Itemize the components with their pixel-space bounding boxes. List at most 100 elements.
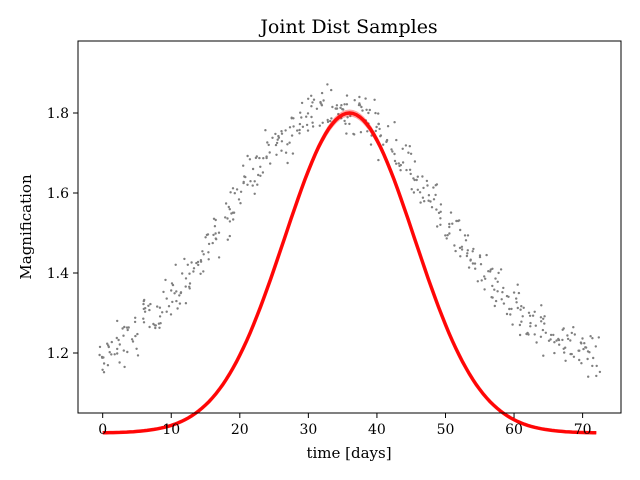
- scatter-point: [290, 134, 294, 137]
- scatter-point: [432, 186, 435, 189]
- scatter-point: [466, 249, 469, 252]
- scatter-point: [598, 370, 602, 374]
- scatter-point: [162, 290, 165, 294]
- scatter-point: [379, 135, 382, 138]
- scatter-point: [265, 156, 268, 160]
- scatter-point: [358, 103, 362, 107]
- scatter-point: [446, 234, 449, 237]
- scatter-point: [147, 304, 150, 307]
- x-tick-label: 40: [368, 422, 386, 438]
- scatter-point: [207, 251, 210, 254]
- scatter-point: [296, 129, 299, 132]
- scatter-point: [188, 282, 192, 285]
- scatter-point: [249, 180, 252, 183]
- scatter-point: [165, 297, 168, 300]
- scatter-point: [592, 356, 595, 360]
- scatter-point: [299, 111, 302, 114]
- scatter-point: [586, 357, 589, 361]
- scatter-point: [217, 231, 221, 234]
- scatter-point: [326, 83, 329, 86]
- scatter-point: [552, 333, 555, 337]
- scatter-point: [564, 359, 567, 362]
- scatter-point: [224, 216, 227, 219]
- scatter-point: [257, 173, 260, 177]
- scatter-point: [307, 97, 310, 101]
- scatter-point: [364, 97, 367, 100]
- scatter-point: [321, 121, 324, 125]
- scatter-point: [121, 327, 124, 330]
- scatter-point: [412, 191, 416, 194]
- scatter-point: [100, 355, 104, 359]
- scatter-point: [306, 129, 310, 132]
- scatter-point: [190, 261, 193, 264]
- scatter-point: [184, 302, 188, 305]
- scatter-point: [310, 105, 313, 108]
- scatter-point: [130, 338, 134, 341]
- scatter-point: [239, 202, 242, 205]
- scatter-point: [106, 342, 109, 345]
- scatter-point: [173, 292, 176, 295]
- scatter-point: [275, 153, 278, 156]
- scatter-point: [448, 222, 451, 226]
- scatter-point: [269, 162, 272, 165]
- scatter-point: [322, 99, 325, 102]
- scatter-point: [408, 145, 411, 148]
- scatter-point: [561, 338, 564, 342]
- scatter-point: [142, 307, 145, 311]
- scatter-point: [330, 88, 333, 92]
- scatter-point: [167, 305, 171, 308]
- scatter-point: [508, 307, 511, 311]
- scatter-point: [229, 191, 232, 194]
- x-axis: 0 10 20 30 40 50 60 70: [98, 413, 592, 438]
- scatter-point: [439, 210, 442, 213]
- scatter-point: [566, 334, 569, 337]
- scatter-point: [496, 290, 499, 293]
- scatter-point: [491, 267, 494, 270]
- scatter-point: [581, 337, 584, 340]
- scatter-point: [395, 162, 398, 165]
- scatter-point: [410, 188, 413, 191]
- scatter-point: [337, 112, 340, 116]
- scatter-point: [518, 333, 522, 337]
- scatter-point: [493, 288, 496, 291]
- scatter-point: [156, 305, 159, 308]
- scatter-point: [171, 283, 175, 287]
- scatter-point: [116, 347, 119, 351]
- scatter-point: [127, 326, 130, 329]
- scatter-point: [566, 337, 570, 341]
- scatter-point: [569, 352, 572, 356]
- scatter-point: [277, 136, 281, 139]
- scatter-point: [298, 128, 301, 132]
- scatter-point: [385, 138, 389, 142]
- scatter-point: [455, 219, 458, 223]
- scatter-point: [192, 267, 196, 270]
- scatter-point: [123, 365, 126, 369]
- scatter-point: [558, 343, 561, 346]
- scatter-point: [393, 121, 396, 124]
- scatter-point: [178, 302, 182, 305]
- scatter-point: [148, 325, 151, 329]
- scatter-point: [326, 120, 330, 124]
- scatter-point: [237, 198, 241, 201]
- scatter-point: [437, 211, 441, 215]
- scatter-point: [466, 234, 470, 237]
- y-tick-label: 1.2: [47, 346, 69, 362]
- x-tick-label: 10: [162, 422, 180, 438]
- scatter-point: [456, 219, 460, 223]
- scatter-point: [540, 304, 543, 307]
- scatter-point: [342, 108, 345, 111]
- scatter-point: [123, 325, 126, 329]
- scatter-point: [459, 255, 462, 258]
- scatter-point: [534, 324, 537, 327]
- scatter-point: [418, 191, 422, 194]
- scatter-point: [460, 248, 464, 251]
- scatter-point: [512, 291, 516, 294]
- scatter-point: [118, 343, 122, 346]
- scatter-point: [516, 283, 519, 286]
- scatter-point: [335, 104, 339, 107]
- scatter-point: [312, 98, 316, 101]
- scatter-point: [483, 275, 486, 278]
- scatter-point: [578, 358, 581, 362]
- scatter-point: [465, 254, 469, 258]
